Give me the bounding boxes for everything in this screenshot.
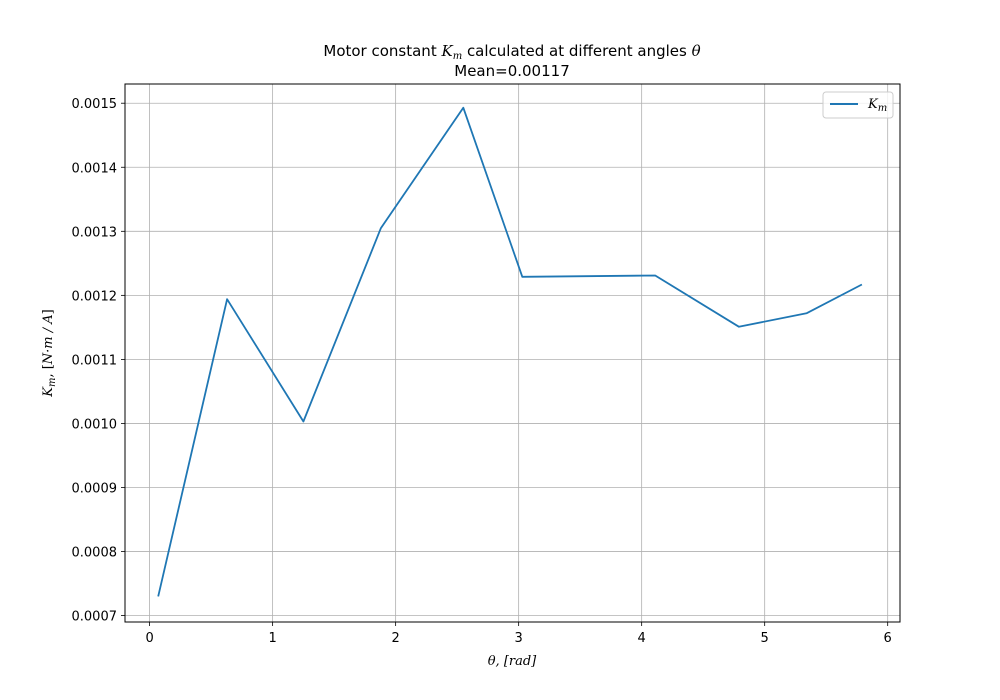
x-tick-label: 1 [268,631,276,646]
x-tick-label: 5 [761,631,769,646]
y-tick-label: 0.0010 [72,417,118,432]
x-tick-label: 2 [391,631,399,646]
y-tick-label: 0.0011 [72,353,118,368]
x-tick-label: 3 [515,631,523,646]
x-tick-label: 0 [145,631,153,646]
y-tick-label: 0.0007 [72,610,118,625]
y-axis-ticks: 0.0007 0.0008 0.0009 0.0010 0.0011 0.0012 0.00… [72,97,125,625]
x-axis-ticks: 0 1 2 3 4 5 6 [145,622,892,646]
grid-lines [125,84,900,622]
chart-title: Motor constant Km calculated at differen… [323,42,700,62]
x-axis-label: θ, [rad] [488,654,537,669]
svg-text:Km, [N·m / A]: Km, [N·m / A] [41,309,58,398]
plot-series [157,106,863,597]
y-tick-label: 0.0009 [72,482,118,497]
y-tick-label: 0.0012 [72,289,118,304]
x-tick-label: 4 [638,631,646,646]
y-tick-label: 0.0014 [72,161,118,176]
y-tick-label: 0.0015 [72,97,118,112]
y-tick-label: 0.0008 [72,546,118,561]
legend: Km [822,91,894,119]
y-axis-label: Km, [N·m / A] [41,309,58,398]
x-tick-label: 6 [884,631,892,646]
chart-subtitle: Mean=0.00117 [454,62,569,80]
y-tick-label: 0.0013 [72,225,118,240]
axes-frame [124,83,901,623]
series-line-km [157,106,863,597]
